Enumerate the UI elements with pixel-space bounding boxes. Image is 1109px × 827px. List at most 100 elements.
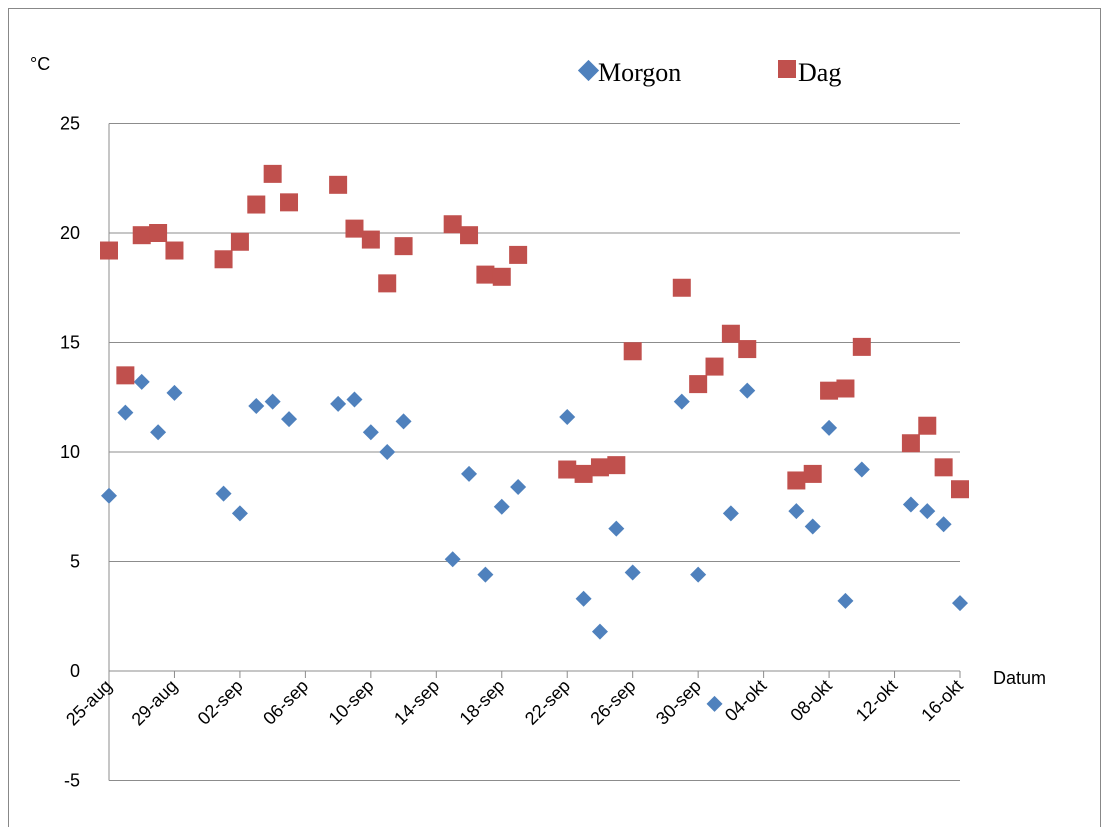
data-point-morgon bbox=[575, 590, 592, 607]
data-point-morgon bbox=[919, 503, 936, 520]
data-point-morgon bbox=[591, 623, 608, 640]
data-point-dag bbox=[100, 241, 118, 260]
data-point-morgon bbox=[935, 516, 952, 533]
data-point-morgon bbox=[264, 393, 281, 410]
x-tick-labels: 25-aug 29-aug 02-sep 06-sep 10-sep 14-sep 18-s… bbox=[62, 676, 967, 730]
x-tick-label: 14-sep bbox=[390, 676, 443, 729]
x-tick-label: 16-okt bbox=[917, 676, 967, 726]
data-point-dag bbox=[280, 193, 299, 212]
y-axis-label: °C bbox=[30, 54, 50, 74]
data-point-dag bbox=[901, 434, 920, 453]
data-point-morgon bbox=[461, 465, 478, 482]
data-point-dag bbox=[132, 226, 151, 245]
x-tick-label: 04-okt bbox=[721, 676, 771, 726]
data-point-dag bbox=[345, 219, 364, 238]
data-point-dag bbox=[918, 416, 937, 435]
data-points bbox=[100, 164, 969, 712]
data-point-morgon bbox=[101, 487, 117, 504]
data-point-morgon bbox=[739, 382, 756, 399]
x-tick-label: 08-okt bbox=[786, 676, 836, 726]
data-point-morgon bbox=[166, 384, 183, 401]
data-point-dag bbox=[836, 379, 855, 398]
y-tick-label: 0 bbox=[70, 661, 80, 681]
data-point-dag bbox=[443, 215, 462, 234]
x-tick-label: 06-sep bbox=[259, 676, 312, 729]
gridlines bbox=[108, 123, 960, 781]
data-point-dag bbox=[623, 342, 642, 361]
data-point-dag bbox=[738, 340, 757, 359]
data-point-dag bbox=[149, 224, 168, 242]
data-point-morgon bbox=[608, 520, 625, 537]
data-point-morgon bbox=[133, 373, 150, 390]
y-tick-labels: -5 0 5 10 15 20 25 bbox=[60, 114, 80, 791]
y-tick-label: 15 bbox=[60, 333, 80, 353]
y-tick-label: -5 bbox=[64, 771, 80, 791]
data-point-morgon bbox=[493, 498, 510, 515]
legend-label-morgon: Morgon bbox=[598, 58, 681, 87]
data-point-morgon bbox=[477, 566, 494, 583]
data-point-dag bbox=[394, 237, 413, 256]
data-point-dag bbox=[787, 471, 806, 490]
data-point-dag bbox=[934, 458, 953, 477]
x-axis bbox=[108, 670, 961, 678]
data-point-morgon bbox=[673, 393, 690, 410]
x-tick-label: 26-sep bbox=[586, 676, 639, 729]
data-point-dag bbox=[230, 232, 249, 251]
data-point-dag bbox=[263, 164, 282, 183]
data-point-dag bbox=[492, 267, 511, 286]
data-point-morgon bbox=[395, 413, 412, 430]
x-tick-label: 02-sep bbox=[194, 676, 247, 729]
data-point-dag bbox=[590, 458, 609, 477]
data-point-morgon bbox=[510, 479, 527, 496]
data-point-dag bbox=[165, 241, 184, 260]
data-point-morgon bbox=[346, 391, 363, 408]
y-tick-label: 10 bbox=[60, 442, 80, 462]
data-point-dag bbox=[476, 265, 495, 284]
data-point-morgon bbox=[690, 566, 707, 583]
x-tick-label: 10-sep bbox=[325, 676, 378, 729]
data-point-dag bbox=[852, 337, 871, 356]
data-point-morgon bbox=[722, 505, 739, 522]
x-tick-label: 25-aug bbox=[62, 676, 116, 730]
x-tick-label: 22-sep bbox=[521, 676, 574, 729]
data-point-morgon bbox=[952, 595, 968, 612]
data-point-dag bbox=[214, 250, 233, 269]
data-point-dag bbox=[820, 381, 839, 400]
y-tick-label: 25 bbox=[60, 114, 80, 134]
legend-marker-morgon bbox=[577, 59, 600, 82]
data-point-morgon bbox=[117, 404, 134, 421]
data-point-morgon bbox=[837, 592, 854, 609]
data-point-dag bbox=[672, 278, 691, 297]
x-tick-label: 18-sep bbox=[456, 676, 509, 729]
data-point-morgon bbox=[821, 419, 838, 436]
y-tick-label: 5 bbox=[70, 552, 80, 572]
x-tick-label: 12-okt bbox=[852, 676, 902, 726]
data-point-morgon bbox=[281, 411, 298, 428]
chart-frame bbox=[8, 8, 1101, 827]
legend-label-dag: Dag bbox=[798, 58, 841, 87]
y-tick-label: 20 bbox=[60, 223, 80, 243]
data-point-dag bbox=[509, 245, 528, 264]
data-point-morgon bbox=[902, 496, 919, 513]
data-point-dag bbox=[607, 456, 626, 475]
data-point-dag bbox=[689, 375, 708, 394]
data-point-dag bbox=[705, 357, 724, 376]
x-axis-label: Datum bbox=[993, 668, 1046, 688]
data-point-dag bbox=[721, 324, 740, 343]
x-tick-label: 30-sep bbox=[652, 676, 705, 729]
data-point-morgon bbox=[706, 695, 723, 712]
data-point-morgon bbox=[231, 505, 248, 522]
data-point-dag bbox=[116, 366, 135, 385]
data-point-dag bbox=[803, 464, 822, 483]
data-point-dag bbox=[361, 230, 380, 249]
data-point-morgon bbox=[362, 424, 379, 441]
legend: Morgon Dag bbox=[577, 58, 841, 87]
data-point-morgon bbox=[150, 424, 167, 441]
data-point-morgon bbox=[853, 461, 870, 478]
data-point-dag bbox=[460, 226, 479, 245]
data-point-dag bbox=[558, 460, 577, 479]
data-point-morgon bbox=[248, 398, 265, 415]
data-point-morgon bbox=[559, 408, 576, 425]
data-point-dag bbox=[574, 464, 593, 483]
